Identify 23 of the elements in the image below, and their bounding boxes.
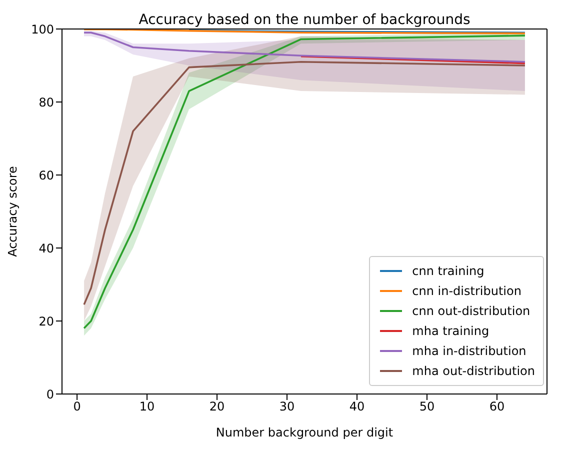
chart-title: Accuracy based on the number of backgrounds: [138, 12, 472, 28]
x-tick-label: 30: [279, 400, 295, 414]
legend-label: cnn training: [412, 264, 484, 278]
x-tick-label: 20: [209, 400, 225, 414]
x-tick-label: 60: [489, 400, 505, 414]
legend-label: mha in-distribution: [412, 344, 526, 358]
y-tick-label: 0: [46, 387, 54, 402]
legend-label: cnn out-distribution: [412, 304, 530, 318]
legend-label: mha out-distribution: [412, 364, 535, 378]
legend-label: cnn in-distribution: [412, 284, 522, 298]
y-tick-label: 60: [38, 168, 54, 182]
x-tick-label: 0: [73, 400, 81, 414]
y-tick-label: 40: [38, 241, 54, 256]
x-tick-label: 10: [139, 400, 155, 414]
legend-label: mha training: [412, 324, 490, 338]
line-series: [83, 32, 526, 63]
x-axis-title: Number background per digit: [216, 426, 394, 440]
y-tick-label: 100: [31, 22, 54, 36]
x-tick-label: 40: [349, 400, 365, 414]
x-tick-label: 50: [419, 400, 435, 414]
y-axis-title: Accuracy score: [5, 166, 20, 257]
y-tick-label: 80: [38, 95, 54, 110]
y-tick-label: 20: [38, 314, 54, 328]
